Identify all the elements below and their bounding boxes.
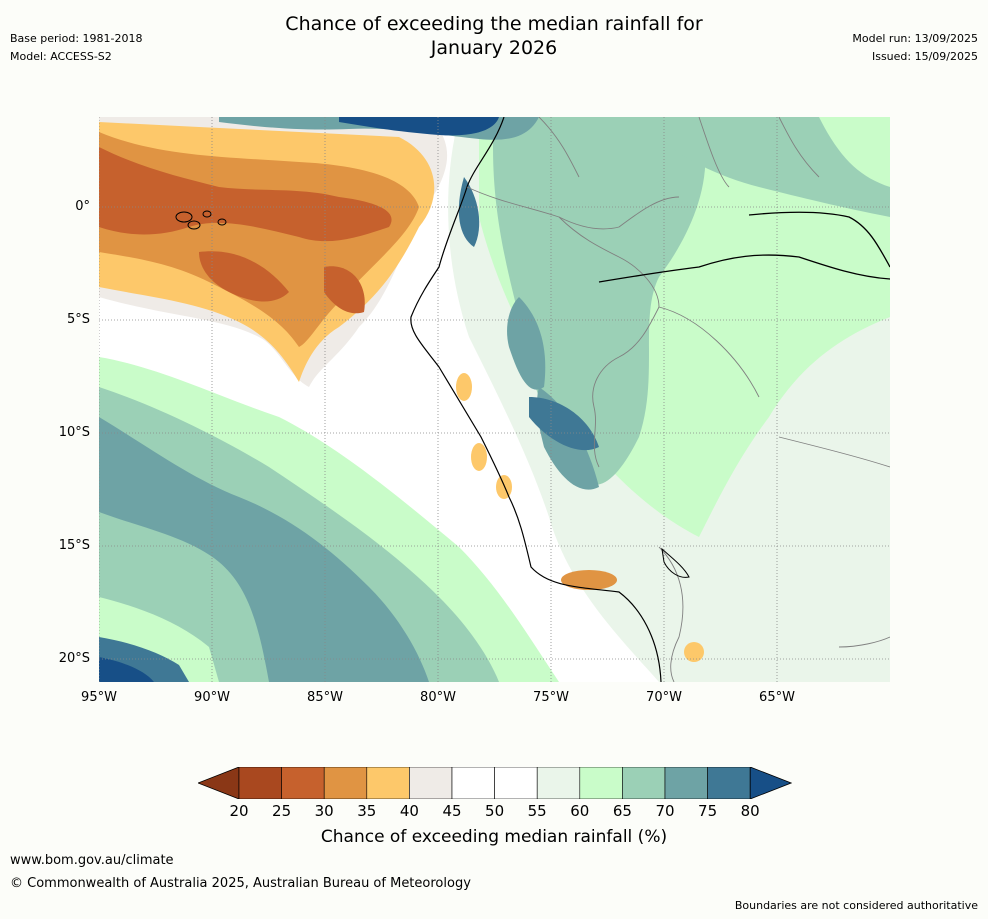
colorbar-segment bbox=[409, 766, 453, 800]
map-title: Chance of exceeding the median rainfall … bbox=[0, 12, 988, 60]
footer-note: Boundaries are not considered authoritat… bbox=[734, 899, 978, 912]
colorbar-segment bbox=[494, 766, 538, 800]
colorbar-segment bbox=[366, 766, 410, 800]
colorbar-tick-label: 45 bbox=[442, 802, 462, 820]
colorbar-tick-label: 55 bbox=[527, 802, 547, 820]
colorbar-tick-label: 50 bbox=[485, 802, 505, 820]
model-run: Model run: 13/09/2025 bbox=[852, 32, 978, 45]
colorbar-over-arrow bbox=[749, 766, 793, 800]
colorbar-segment bbox=[238, 766, 282, 800]
lat-label-10s: 10°S bbox=[58, 425, 90, 440]
map-canvas bbox=[98, 116, 891, 683]
lon-label-65w: 65°W bbox=[759, 690, 795, 705]
colorbar-segment bbox=[536, 766, 581, 800]
footer-copyright: © Commonwealth of Australia 2025, Austra… bbox=[10, 876, 471, 891]
colorbar-tick-label: 65 bbox=[612, 802, 632, 820]
lon-label-70w: 70°W bbox=[646, 690, 682, 705]
colorbar-under-arrow bbox=[196, 766, 240, 800]
colorbar-segment bbox=[622, 766, 666, 800]
colorbar-tick-label: 80 bbox=[740, 802, 760, 820]
colorbar-tick-label: 40 bbox=[399, 802, 419, 820]
colorbar-tick-label: 75 bbox=[698, 802, 718, 820]
colorbar-segment bbox=[579, 766, 623, 800]
base-period: Base period: 1981-2018 bbox=[10, 32, 143, 45]
colorbar-segment bbox=[707, 766, 751, 800]
lat-label-20s: 20°S bbox=[58, 651, 90, 666]
colorbar-svg bbox=[196, 766, 793, 800]
title-line-1: Chance of exceeding the median rainfall … bbox=[285, 13, 703, 35]
footer-url[interactable]: www.bom.gov.au/climate bbox=[10, 853, 174, 868]
colorbar-tick-label: 30 bbox=[314, 802, 334, 820]
title-line-2: January 2026 bbox=[430, 37, 558, 59]
lon-label-95w: 95°W bbox=[81, 690, 117, 705]
lat-label-15s: 15°S bbox=[58, 538, 90, 553]
lon-label-80w: 80°W bbox=[420, 690, 456, 705]
meta-left: Base period: 1981-2018 Model: ACCESS-S2 bbox=[10, 32, 142, 64]
rainfall-map bbox=[98, 116, 891, 683]
colorbar-segment bbox=[664, 766, 708, 800]
colorbar-segment bbox=[451, 766, 495, 800]
colorbar bbox=[196, 766, 793, 800]
lon-label-85w: 85°W bbox=[307, 690, 343, 705]
lat-label-5s: 5°S bbox=[66, 312, 90, 327]
meta-right: Model run: 13/09/2025 Issued: 15/09/2025 bbox=[852, 32, 978, 64]
colorbar-tick-label: 70 bbox=[655, 802, 675, 820]
colorbar-segment bbox=[281, 766, 325, 800]
colorbar-tick-label: 60 bbox=[570, 802, 590, 820]
colorbar-tick-label: 20 bbox=[229, 802, 249, 820]
lon-label-90w: 90°W bbox=[194, 690, 230, 705]
lat-label-0: 0° bbox=[75, 199, 90, 214]
colorbar-tick-label: 25 bbox=[272, 802, 292, 820]
colorbar-segment bbox=[323, 766, 368, 800]
issued-date: Issued: 15/09/2025 bbox=[871, 50, 978, 63]
colorbar-tick-label: 35 bbox=[357, 802, 377, 820]
colorbar-title: Chance of exceeding median rainfall (%) bbox=[320, 827, 668, 847]
model-name: Model: ACCESS-S2 bbox=[10, 50, 112, 63]
lon-label-75w: 75°W bbox=[533, 690, 569, 705]
